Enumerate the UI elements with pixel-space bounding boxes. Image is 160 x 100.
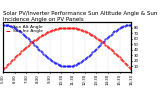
Legend: Sun Alt Angle, Sun Inc Angle: Sun Alt Angle, Sun Inc Angle — [5, 24, 43, 34]
Text: Solar PV/Inverter Performance Sun Altitude Angle & Sun Incidence Angle on PV Pan: Solar PV/Inverter Performance Sun Altitu… — [3, 11, 158, 22]
